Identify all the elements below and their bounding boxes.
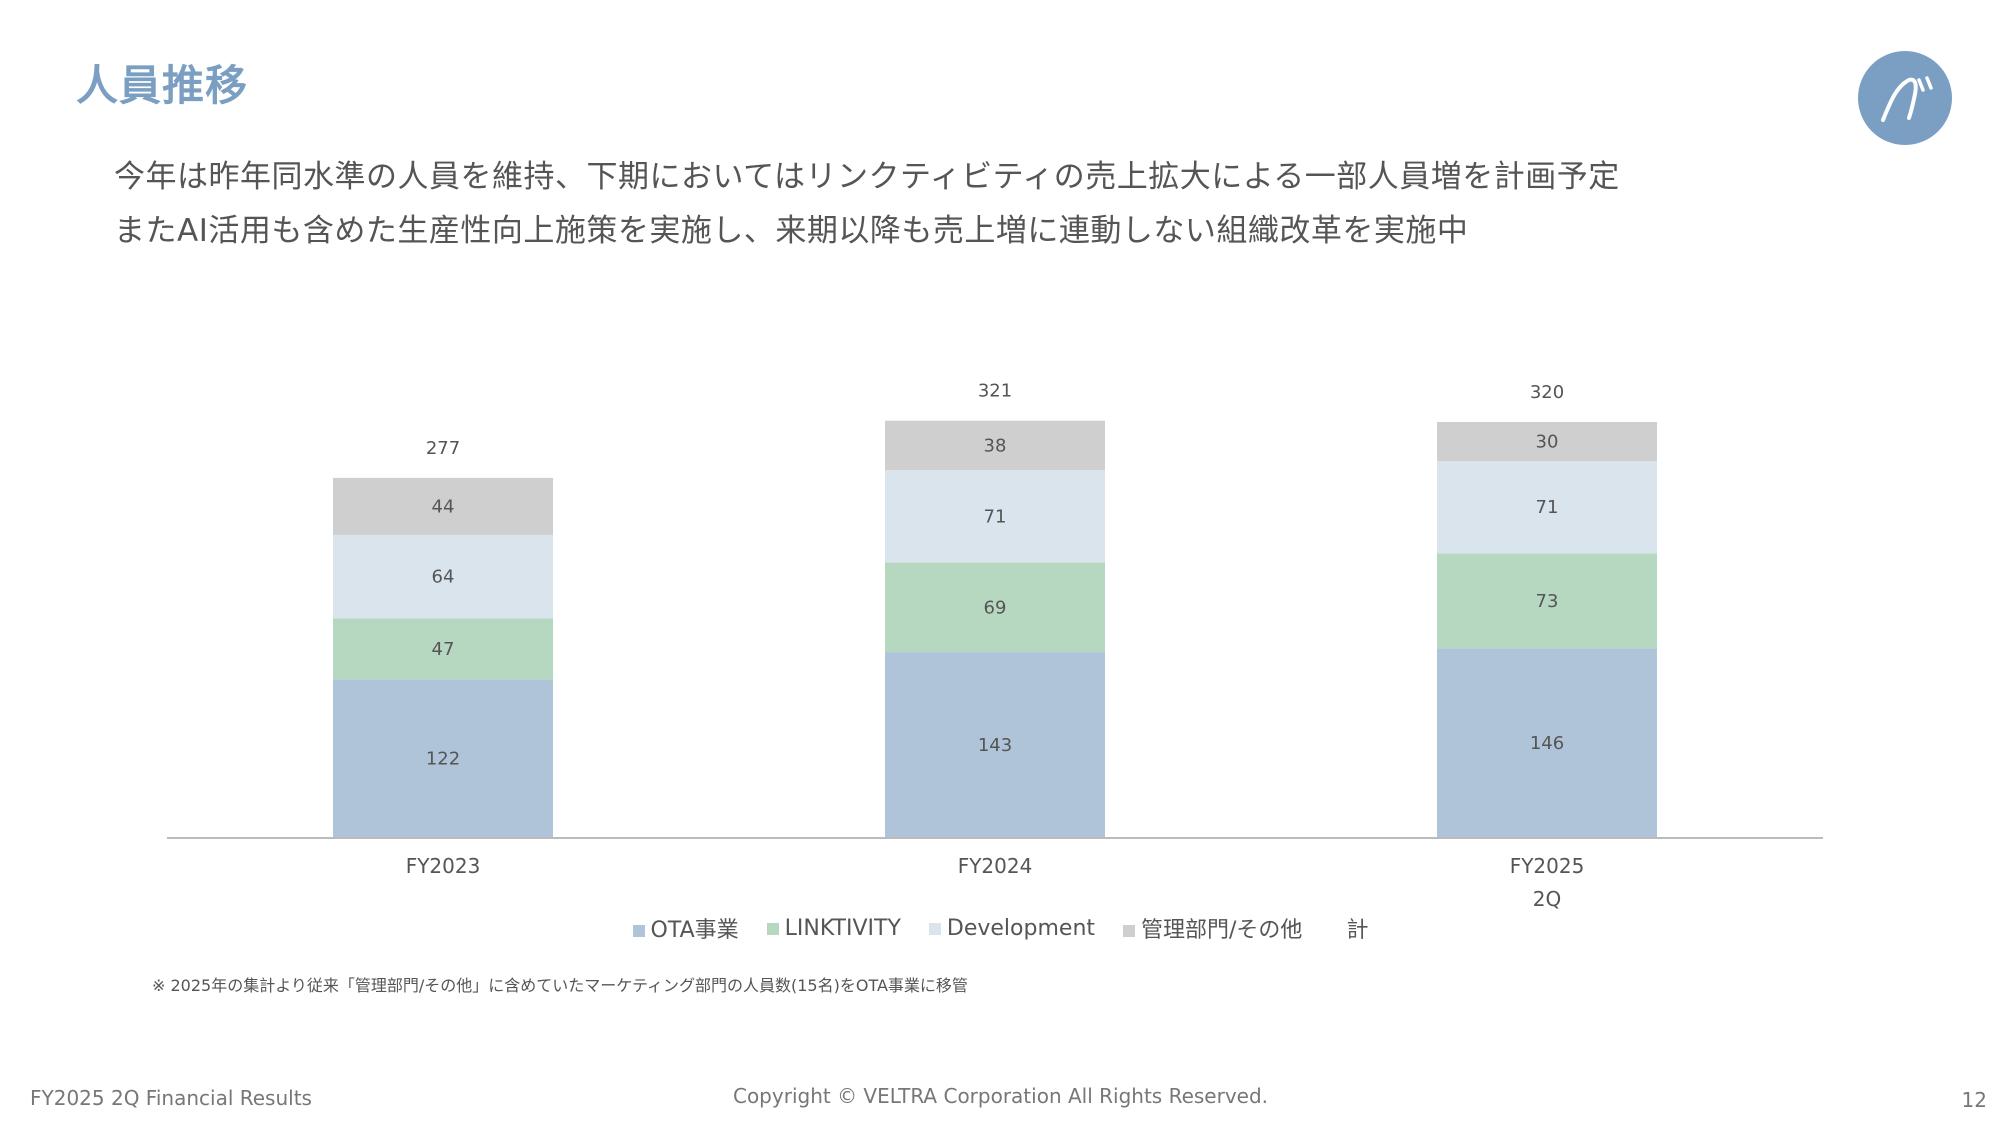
x-tick-label-3-2: 2Q <box>1533 887 1561 911</box>
chart-legend: OTA事業 LINKTIVITY Development 管理部門/その他 計 <box>0 912 2001 944</box>
bar-segment-3-3 <box>1437 461 1657 554</box>
data-label-2-3: 73 <box>1536 591 1559 612</box>
bar-segment-4-2 <box>885 420 1105 471</box>
legend-item-2: LINKTIVITY <box>766 915 901 941</box>
veltra-logo-icon <box>1858 51 1952 145</box>
bar-segment-1-1 <box>333 679 553 838</box>
legend-item-total: 計 <box>1346 918 1369 943</box>
bar-segment-3-2 <box>885 470 1105 563</box>
legend-swatch-4 <box>1123 925 1136 937</box>
legend-label-1: OTA事業 <box>650 918 739 943</box>
bar-segment-2-1 <box>333 618 553 680</box>
total-label-2: 321 <box>978 381 1012 402</box>
data-label-2-2: 69 <box>984 597 1007 618</box>
bar-segment-2-2 <box>885 562 1105 653</box>
data-label-4-1: 44 <box>432 497 455 518</box>
legend-item-4: 管理部門/その他 <box>1123 912 1302 944</box>
legend-swatch-3 <box>928 922 941 935</box>
total-label-1: 277 <box>426 438 460 459</box>
lead-text: 今年は昨年同水準の人員を維持、下期においてはリンクティビティの売上拡大による一部… <box>114 150 1620 258</box>
total-label-3: 320 <box>1530 382 1564 403</box>
data-label-2-1: 47 <box>432 639 455 660</box>
page-number: 12 <box>1961 1088 1987 1112</box>
data-label-1-3: 146 <box>1530 733 1564 754</box>
page-title: 人員推移 <box>76 61 249 110</box>
legend-item-1: OTA事業 <box>632 912 739 944</box>
lead-line-1: 今年は昨年同水準の人員を維持、下期においてはリンクティビティの売上拡大による一部… <box>114 159 1620 195</box>
legend-swatch-2 <box>766 922 779 935</box>
data-label-4-2: 38 <box>984 435 1007 456</box>
legend-item-3: Development <box>928 915 1096 941</box>
data-label-3-3: 71 <box>1536 497 1559 518</box>
legend-label-4: 管理部門/その他 <box>1141 918 1303 943</box>
data-label-3-2: 71 <box>984 506 1007 527</box>
data-label-1-2: 143 <box>978 735 1012 756</box>
x-tick-label-1-1: FY2023 <box>406 854 481 878</box>
bar-segment-1-3 <box>1437 648 1657 838</box>
data-label-3-1: 64 <box>432 567 455 588</box>
footer-report-name: FY2025 2Q Financial Results <box>30 1086 312 1110</box>
bar-segment-4-1 <box>333 477 553 536</box>
legend-swatch-1 <box>632 925 645 937</box>
legend-label-2: LINKTIVITY <box>784 915 901 941</box>
lead-line-2: またAI活用も含めた生産性向上施策を実施し、来期以降も売上増に連動しない組織改革… <box>114 213 1469 249</box>
footer-copyright: Copyright © VELTRA Corporation All Right… <box>732 1084 1269 1108</box>
bar-segment-1-2 <box>885 652 1105 838</box>
bar-segment-3-1 <box>333 535 553 619</box>
x-tick-label-2-1: FY2024 <box>958 854 1033 878</box>
x-tick-label-3-1: FY2025 <box>1510 854 1585 878</box>
headcount-chart: 122 47 64 44 277 FY2023 143 69 71 38 321 FY2024 146 7… <box>167 381 1823 911</box>
data-label-1-1: 122 <box>426 749 460 770</box>
legend-label-3: Development <box>946 915 1096 941</box>
data-label-4-3: 30 <box>1536 432 1559 453</box>
bar-segment-2-3 <box>1437 553 1657 649</box>
bar-segment-4-3 <box>1437 422 1657 461</box>
footnote: ※ 2025年の集計より従来「管理部門/その他」に含めていたマーケティング部門の… <box>152 976 968 995</box>
